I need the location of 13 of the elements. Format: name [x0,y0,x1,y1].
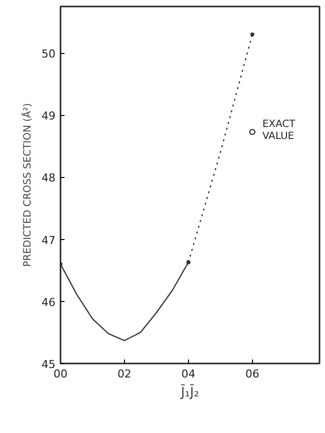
y-tick-label: 47 [42,234,56,247]
x-tick-label: 04 [181,368,196,380]
y-tick-label: 46 [42,296,56,309]
y-tick-label: 45 [42,358,56,371]
y-axis-title: PREDICTED CROSS SECTION (Å²) [20,103,34,267]
x-tick-label: 06 [245,368,260,380]
y-tick-label: 48 [42,172,56,185]
x-axis-title: J̄₁J̄₂ [180,384,200,400]
y-tick-label: 49 [42,110,56,123]
annotation: EXACT VALUE [262,118,296,142]
x-tick-label: 00 [54,368,68,380]
y-tick-label: 50 [42,48,56,61]
x-tick-label: 02 [117,368,132,380]
